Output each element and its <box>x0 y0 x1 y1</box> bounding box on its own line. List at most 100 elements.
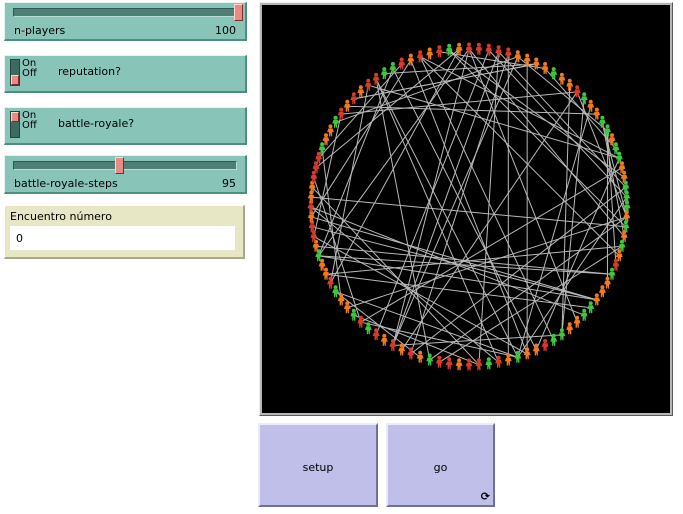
agent-person-icon <box>604 276 611 289</box>
slider-value: 100 <box>215 24 236 37</box>
world-canvas[interactable] <box>262 5 670 413</box>
battle-royale-steps-slider[interactable]: battle-royale-steps 95 <box>4 155 247 194</box>
agent-person-icon <box>327 124 334 137</box>
slider-thumb[interactable] <box>115 157 124 174</box>
slider-track[interactable] <box>13 8 237 17</box>
slider-label: battle-royale-steps <box>14 177 118 190</box>
agent-person-icon <box>550 67 558 80</box>
agent-person-icon <box>558 72 566 85</box>
agent-person-icon <box>623 190 631 203</box>
agent-person-icon <box>504 47 512 60</box>
link <box>544 68 617 150</box>
world-view[interactable] <box>259 2 673 416</box>
switch-on-label: On <box>22 58 37 69</box>
agent-person-icon <box>315 151 323 164</box>
switch-state-labels: On Off <box>22 111 37 131</box>
link <box>468 48 578 323</box>
slider-value: 95 <box>222 177 236 190</box>
agent-person-icon <box>618 239 626 252</box>
agent-person-icon <box>532 343 540 356</box>
agent-person-icon <box>550 333 558 346</box>
agent-person-icon <box>322 133 330 146</box>
agent-person-icon <box>445 43 453 56</box>
agent-person-icon <box>615 249 623 262</box>
slider-label: n-players <box>14 24 66 37</box>
setup-button[interactable]: setup <box>258 423 378 507</box>
agent-person-icon <box>495 355 502 368</box>
agent-person-icon <box>372 72 380 85</box>
agent-person-icon <box>426 47 434 60</box>
n-players-slider[interactable]: n-players 100 <box>4 2 247 41</box>
link <box>410 186 627 355</box>
monitor-value: 0 <box>10 226 235 250</box>
agent-person-icon <box>573 85 581 98</box>
agent-person-icon <box>357 85 365 98</box>
agent-person-icon <box>532 57 540 70</box>
agent-person-icon <box>407 347 415 360</box>
link <box>375 79 431 361</box>
agent-person-icon <box>620 230 628 243</box>
agent-person-icon <box>623 200 631 213</box>
agent-person-icon <box>504 353 512 366</box>
link <box>498 51 627 188</box>
switch-knob[interactable] <box>11 112 19 122</box>
link <box>392 334 562 346</box>
go-button[interactable]: go ⟳ <box>386 423 495 507</box>
agent-person-icon <box>332 115 339 128</box>
agent-person-icon <box>436 355 443 368</box>
link <box>392 68 537 351</box>
agent-person-icon <box>445 357 453 370</box>
link <box>375 78 500 363</box>
link <box>310 206 585 316</box>
link <box>330 85 369 284</box>
agent-person-icon <box>593 107 601 120</box>
link <box>517 196 628 358</box>
link <box>401 91 578 351</box>
link <box>392 56 519 346</box>
agent-person-icon <box>337 107 345 120</box>
switch-label: battle-royale? <box>58 117 135 130</box>
agent-person-icon <box>407 53 415 66</box>
link <box>419 56 555 341</box>
link <box>576 91 628 218</box>
agent-person-icon <box>312 161 320 174</box>
link <box>311 186 480 366</box>
link <box>313 114 342 237</box>
agent-person-icon <box>514 350 522 363</box>
agent-person-icon <box>615 151 623 164</box>
link <box>335 291 518 358</box>
link <box>353 314 480 366</box>
agent-person-icon <box>558 328 566 341</box>
agent-person-icon <box>364 78 372 91</box>
switch-knob[interactable] <box>11 75 19 85</box>
links-layer <box>310 48 628 366</box>
agent-person-icon <box>322 267 330 280</box>
agent-person-icon <box>350 92 358 105</box>
go-button-label: go <box>433 461 448 474</box>
switch-state-labels: On Off <box>22 59 37 79</box>
link <box>330 49 460 284</box>
switch-label: reputation? <box>58 65 121 78</box>
agent-person-icon <box>426 353 434 366</box>
link <box>419 56 620 159</box>
link <box>353 63 537 100</box>
link <box>318 255 597 301</box>
battle-royale-switch[interactable]: On Off battle-royale? <box>4 107 247 145</box>
agent-person-icon <box>475 358 483 371</box>
agent-person-icon <box>618 161 626 174</box>
agent-person-icon <box>623 210 631 223</box>
slider-thumb[interactable] <box>234 4 243 21</box>
link <box>517 106 592 358</box>
agent-person-icon <box>364 322 372 335</box>
reputation-switch[interactable]: On Off reputation? <box>4 55 247 93</box>
link <box>315 245 613 275</box>
switch-toggle[interactable] <box>10 59 20 86</box>
slider-track[interactable] <box>13 161 237 170</box>
agent-person-icon <box>523 347 531 360</box>
agents-layer <box>307 42 631 371</box>
switch-toggle[interactable] <box>10 111 20 138</box>
agent-person-icon <box>587 99 595 112</box>
agent-person-icon <box>612 142 620 155</box>
link <box>347 216 627 309</box>
agent-person-icon <box>599 115 606 128</box>
